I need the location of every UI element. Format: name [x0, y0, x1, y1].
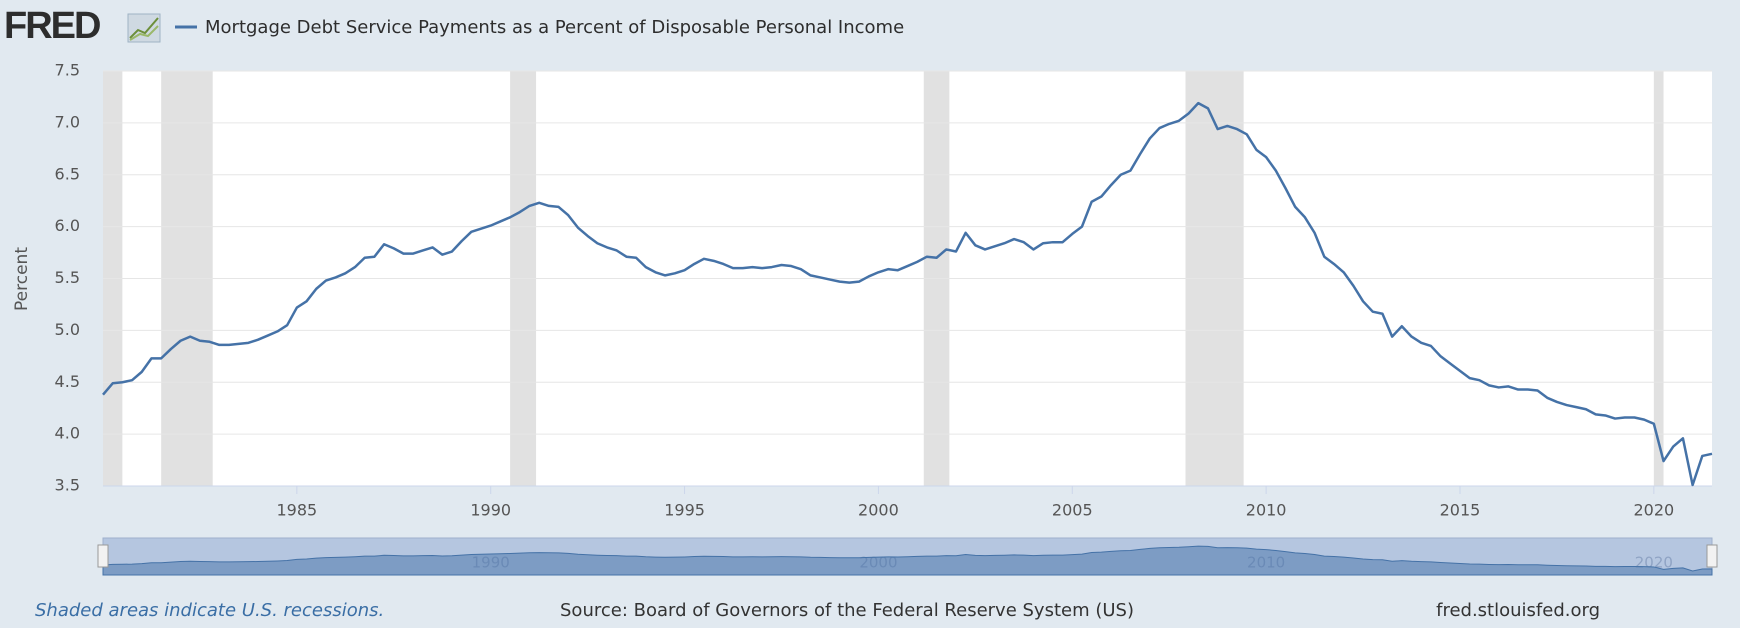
x-tick-label: 2010 [1246, 501, 1287, 520]
y-axis-label: Percent [12, 247, 32, 311]
y-tick-label: 5.0 [55, 320, 80, 339]
y-tick-label: 3.5 [55, 476, 80, 495]
x-tick-label: 1990 [470, 501, 511, 520]
source: Source: Board of Governors of the Federa… [560, 600, 1134, 621]
logo: FRED [4, 5, 100, 47]
y-tick-label: 5.5 [55, 268, 80, 287]
x-tick-label: 2005 [1052, 501, 1093, 520]
y-tick-label: 6.0 [55, 216, 80, 235]
navigator-area [102, 545, 1713, 576]
x-tick-label: 2015 [1440, 501, 1481, 520]
x-tick-label: 1985 [276, 501, 317, 520]
y-tick-label: 6.5 [55, 164, 80, 183]
x-tick-label: 2020 [1633, 501, 1674, 520]
recession-note: Shaded areas indicate U.S. recessions. [35, 600, 384, 621]
y-tick-label: 7.0 [55, 112, 80, 131]
y-tick-label: 4.5 [55, 372, 80, 391]
series-line [102, 101, 1713, 487]
x-tick-label: 1995 [664, 501, 705, 520]
navigator-handle[interactable] [97, 544, 109, 568]
x-tick-label: 2000 [858, 501, 899, 520]
y-tick-label: 4.0 [55, 424, 80, 443]
logo-icon [127, 13, 161, 43]
y-tick-label: 7.5 [55, 61, 80, 80]
chart-title: Mortgage Debt Service Payments as a Perc… [205, 17, 904, 38]
site: fred.stlouisfed.org [1436, 600, 1600, 621]
navigator-handle[interactable] [1706, 544, 1718, 568]
